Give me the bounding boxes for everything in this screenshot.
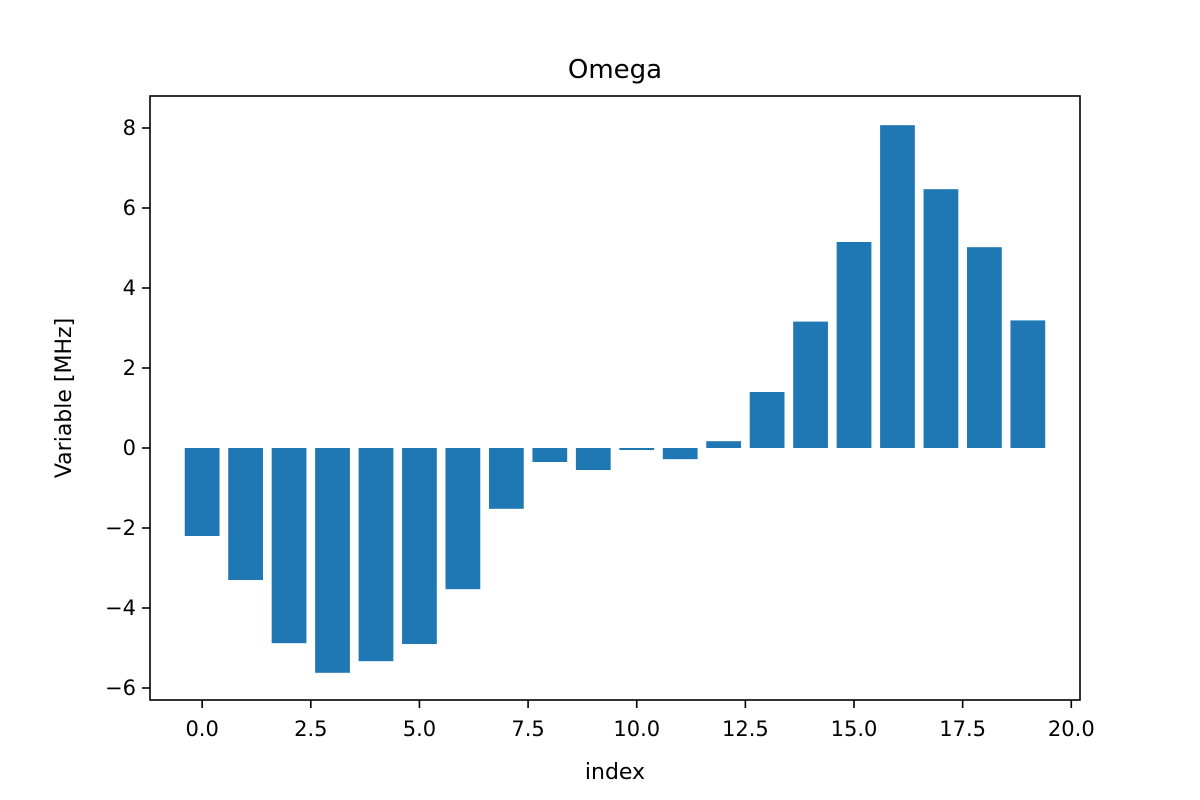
x-tick-label: 20.0 [1048,717,1095,741]
bar-4 [358,448,394,662]
bars-group [184,125,1046,673]
bar-18 [967,247,1002,448]
bar-15 [836,242,872,448]
x-tick-label: 10.0 [613,717,660,741]
bar-16 [880,125,915,448]
bar-5 [402,448,437,644]
bar-14 [793,321,828,448]
x-tick-label: 15.0 [831,717,878,741]
y-tick-label: 0 [123,436,136,460]
x-tick-label: 2.5 [294,717,327,741]
x-tick-label: 17.5 [939,717,986,741]
bar-2 [271,448,307,644]
x-tick-label: 5.0 [403,717,436,741]
x-tick-label: 12.5 [722,717,769,741]
bar-17 [923,189,959,448]
bar-9 [575,448,611,470]
bar-6 [445,448,481,590]
y-tick-label: 8 [123,116,136,140]
y-axis-label: Variable [MHz] [52,318,77,478]
bar-11 [662,448,698,460]
bar-3 [315,448,350,673]
bar-0 [184,448,220,536]
plot-frame [149,95,1081,701]
x-axis-ticks: 0.0 2.5 5.0 7.5 10.0 12.5 15.0 17.5 20.0 [185,700,1095,741]
bar-1 [228,448,263,580]
x-tick-label: 0.0 [185,717,218,741]
y-tick-label: −4 [105,596,136,620]
y-tick-label: −6 [105,676,136,700]
bar-7 [488,448,524,509]
bar-10 [619,448,655,450]
x-tick-label: 7.5 [511,717,544,741]
y-tick-label: 6 [123,196,136,220]
bar-8 [532,448,568,462]
bar-13 [749,392,785,448]
y-tick-label: 4 [123,276,136,300]
chart-title: Omega [568,55,662,85]
y-tick-label: 2 [123,356,136,380]
y-tick-label: −2 [105,516,136,540]
bar-19 [1010,320,1046,448]
x-axis-label: index [585,760,645,785]
y-axis-ticks: −6 −4 −2 0 2 4 6 8 [105,116,150,700]
bar-12 [706,441,742,448]
